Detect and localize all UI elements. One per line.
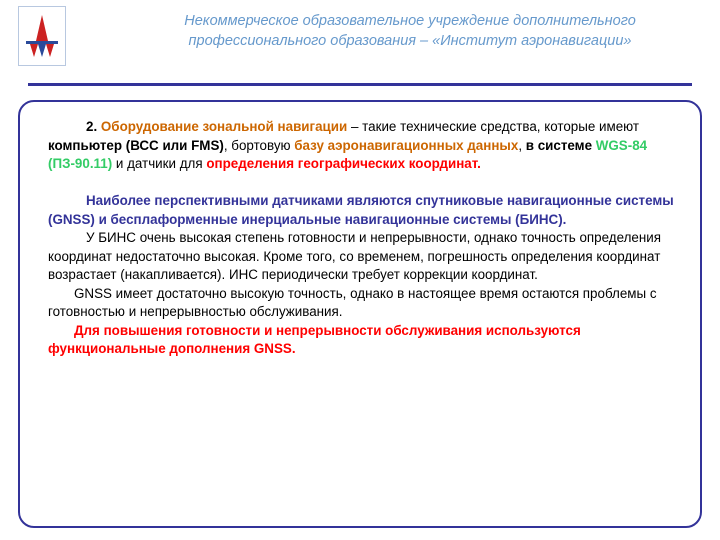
slide-header: Некоммерческое образовательное учреждени… [0, 0, 720, 78]
paragraph-5: Для повышения готовности и непрерывности… [48, 322, 678, 359]
institute-logo [18, 6, 66, 66]
paragraph-4: GNSS имеет достаточно высокую точность, … [48, 285, 678, 322]
header-divider [28, 82, 692, 86]
title-line-2: профессионального образования – «Институ… [189, 33, 632, 49]
content-frame: 2. Оборудование зональной навигации – та… [18, 100, 702, 528]
equipment-title: Оборудование зональной навигации [101, 119, 347, 134]
spacer-1 [48, 174, 678, 193]
item-number: 2. [86, 119, 101, 134]
paragraph-1: 2. Оборудование зональной навигации – та… [48, 118, 678, 174]
title-line-1: Некоммерческое образовательное учреждени… [184, 13, 636, 29]
paragraph-3: У БИНС очень высокая степень готовности … [48, 229, 678, 285]
slide-title: Некоммерческое образовательное учреждени… [130, 12, 690, 51]
logo-icon [22, 11, 62, 61]
paragraph-2: Наиболее перспективными датчиками являют… [48, 192, 678, 229]
